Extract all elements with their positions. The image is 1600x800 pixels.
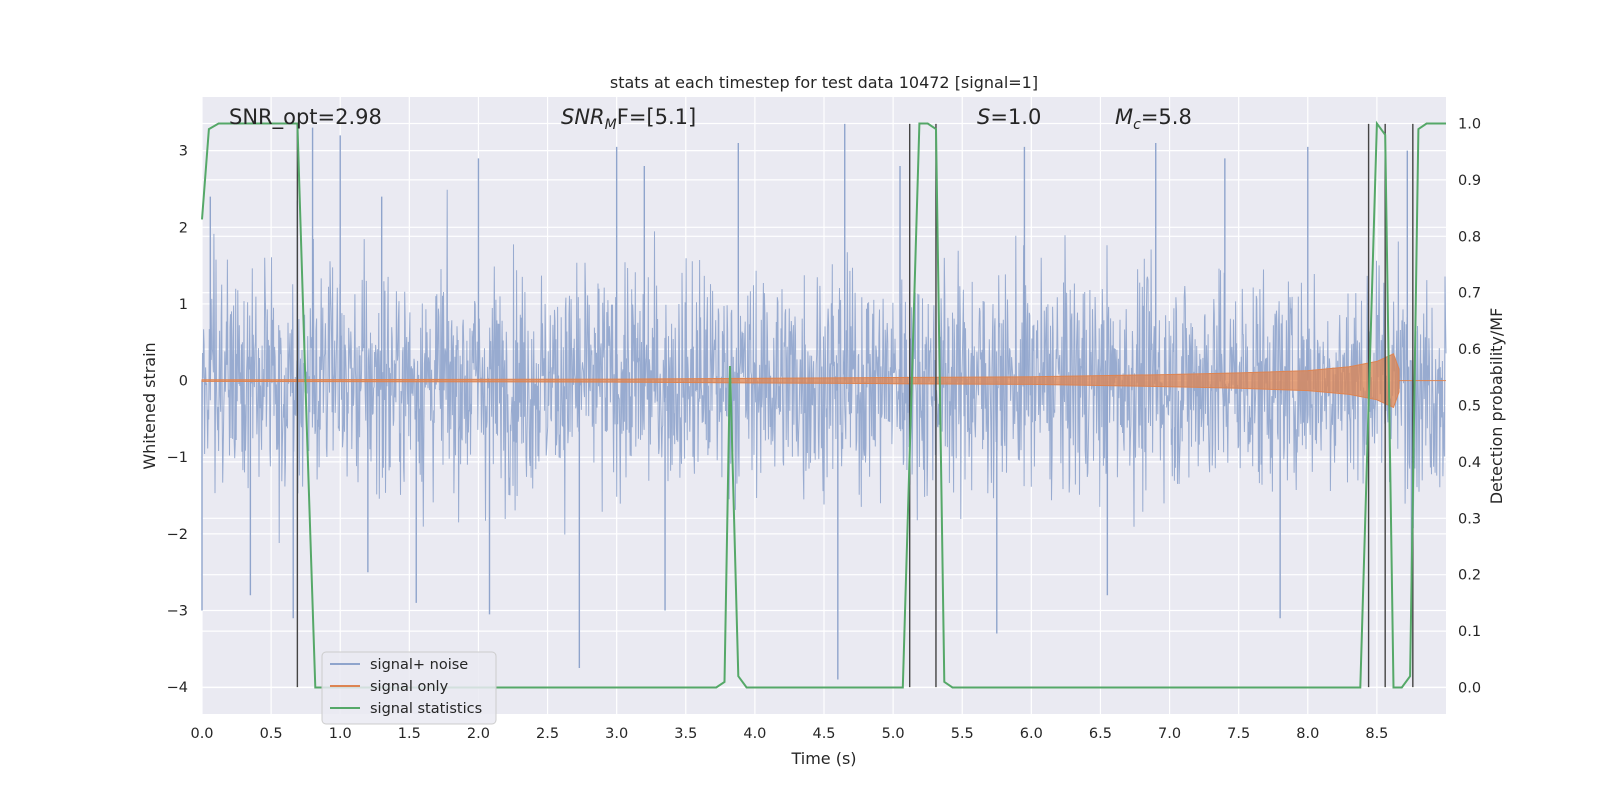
series-signal-statistics — [201, 120, 1446, 689]
annotation-mc-base: M — [1115, 105, 1133, 129]
x-tick-label-1: 0.5 — [260, 726, 283, 742]
legend-box — [321, 651, 497, 725]
x-tick-label-17: 8.5 — [1365, 726, 1388, 742]
series-signal-only — [201, 353, 1446, 409]
x-tick-label-16: 8.0 — [1296, 726, 1319, 742]
x-tick-label-8: 4.0 — [743, 726, 766, 742]
x-tick-label-7: 3.5 — [674, 726, 697, 742]
y-tick-label-7: −4 — [167, 680, 188, 696]
legend-label-signal-statistics: signal statistics — [370, 701, 482, 717]
x-tick-label-9: 4.5 — [812, 726, 835, 742]
y-right-tick-label-4: 0.6 — [1458, 342, 1481, 358]
x-tick-label-15: 7.5 — [1227, 726, 1250, 742]
annotation-s: S=1.0 — [977, 105, 1041, 129]
legend: signal+ noise signal only signal statist… — [321, 651, 497, 725]
area-signal-only — [201, 353, 1400, 409]
annotation-snr-opt: SNR_opt=2.98 — [229, 105, 382, 130]
y-right-tick-label-1: 0.9 — [1458, 173, 1481, 189]
y-right-tick-label-9: 0.1 — [1458, 624, 1481, 640]
legend-label-signal-noise: signal+ noise — [370, 657, 468, 673]
line-signal-statistics — [201, 120, 1446, 689]
tick-labels: 0.0 0.5 1.0 1.5 2.0 2.5 3.0 3.5 4.0 4.5 5.0 5.5 6.0 6… — [167, 117, 1481, 742]
y-right-tick-label-5: 0.5 — [1458, 399, 1481, 415]
x-tick-label-11: 5.5 — [951, 726, 974, 742]
annotation-snr-mf-base: SNR — [561, 105, 605, 129]
y-right-tick-label-0: 1.0 — [1458, 117, 1481, 133]
x-tick-label-3: 1.5 — [398, 726, 421, 742]
x-tick-label-13: 6.5 — [1089, 726, 1112, 742]
annotation-mc-tail: =5.8 — [1141, 105, 1192, 129]
x-tick-label-5: 2.5 — [536, 726, 559, 742]
x-tick-label-10: 5.0 — [882, 726, 905, 742]
y-right-tick-label-8: 0.2 — [1458, 568, 1481, 584]
legend-label-signal-only: signal only — [370, 679, 449, 695]
x-tick-label-0: 0.0 — [190, 726, 213, 742]
x-axis-label: Time (s) — [790, 749, 856, 768]
y-right-tick-label-3: 0.7 — [1458, 286, 1481, 302]
y-right-tick-label-6: 0.4 — [1458, 455, 1481, 471]
y-tick-label-5: −2 — [167, 527, 188, 543]
y-right-tick-label-7: 0.3 — [1458, 511, 1481, 527]
x-tick-label-14: 7.0 — [1158, 726, 1181, 742]
y-axis-label-right: Detection probability/MF — [1487, 308, 1506, 505]
annotation-s-tail: =1.0 — [990, 105, 1041, 129]
annotation-mc-sub: c — [1133, 117, 1141, 133]
y-right-tick-label-10: 0.0 — [1458, 680, 1481, 696]
x-tick-label-2: 1.0 — [329, 726, 352, 742]
chart-title: stats at each timestep for test data 104… — [610, 73, 1038, 92]
annotation-snr-mf-tail: F=[5.1] — [617, 105, 696, 129]
x-tick-label-4: 2.0 — [467, 726, 490, 742]
annotation-s-base: S — [977, 105, 990, 129]
x-tick-label-6: 3.0 — [605, 726, 628, 742]
series-signal-noise — [201, 123, 1447, 680]
y-tick-label-3: 0 — [179, 374, 188, 390]
line-signal-noise — [201, 189, 1447, 544]
y-tick-label-6: −3 — [167, 604, 188, 620]
y-tick-label-0: 3 — [179, 144, 188, 160]
annotation-mc: Mc=5.8 — [1115, 105, 1192, 133]
annotation-snr-mf: SNRMF=[5.1] — [561, 105, 696, 133]
vertical-markers — [296, 123, 1414, 688]
y-right-tick-label-2: 0.8 — [1458, 229, 1481, 245]
x-tick-label-12: 6.0 — [1020, 726, 1043, 742]
y-axis-label-left: Whitened strain — [140, 342, 159, 469]
y-tick-label-2: 1 — [179, 297, 188, 313]
y-tick-label-1: 2 — [179, 220, 188, 236]
y-tick-label-4: −1 — [167, 450, 188, 466]
annotation-snr-mf-sub: M — [605, 117, 617, 133]
